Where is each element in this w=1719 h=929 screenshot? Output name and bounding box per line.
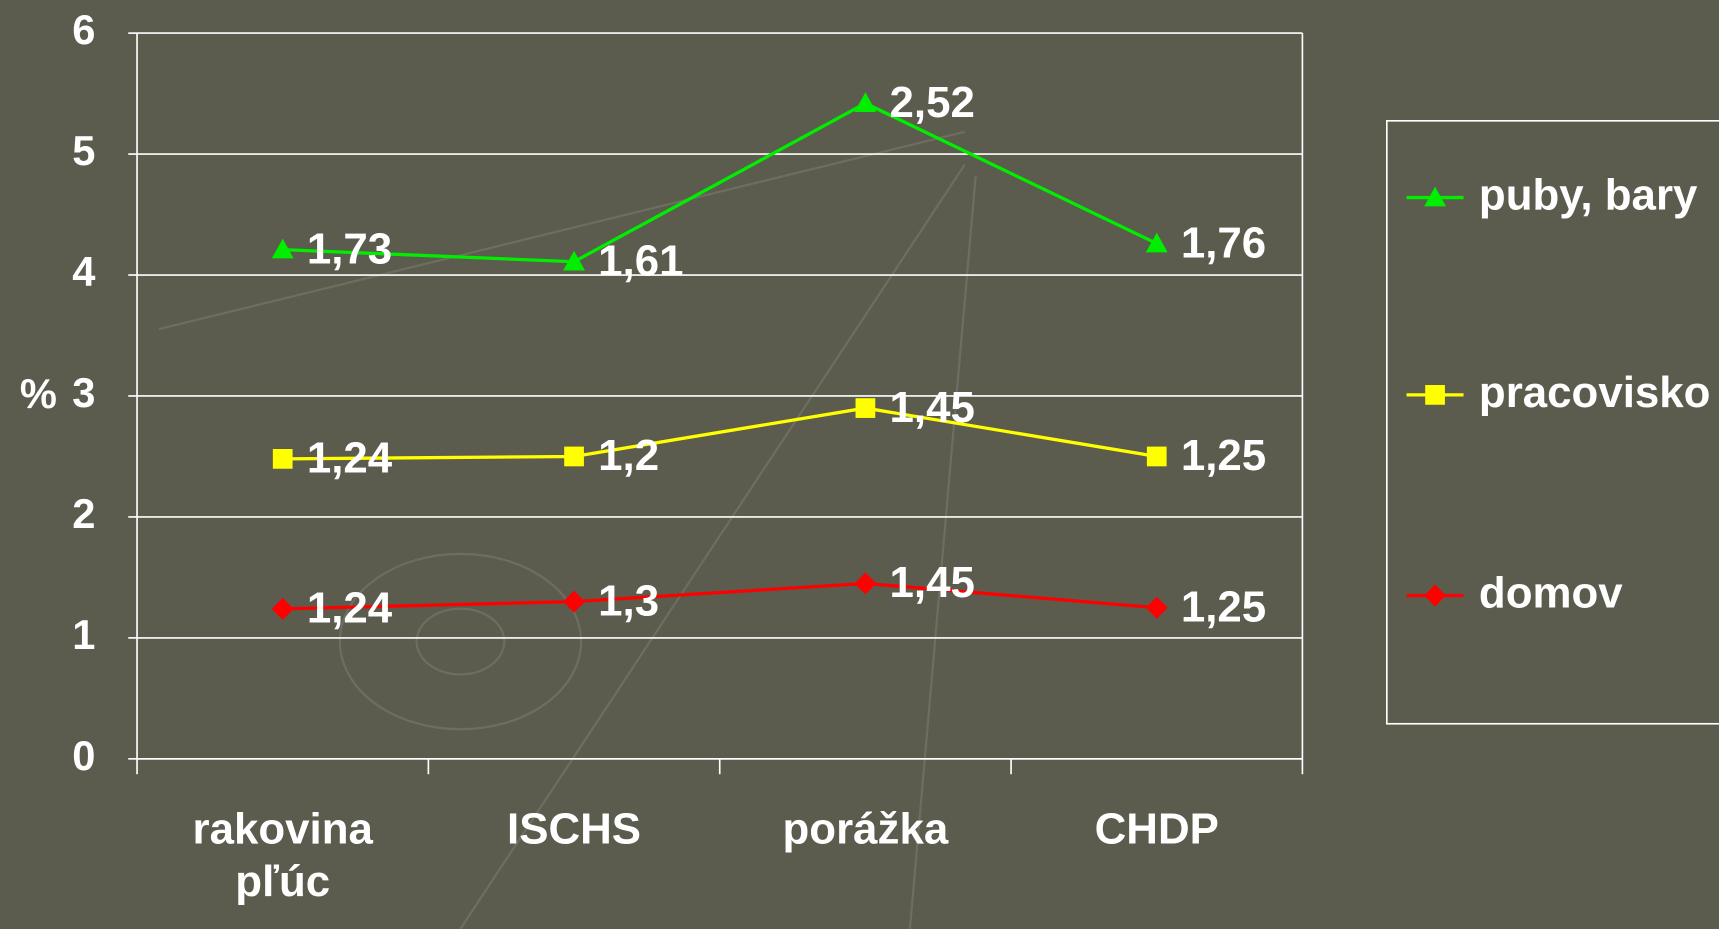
- marker: [1424, 186, 1447, 207]
- data-label: 1,25: [1181, 582, 1266, 631]
- y-tick-label: 6: [72, 6, 95, 53]
- line: [282, 406, 1158, 461]
- marker: [1145, 232, 1168, 253]
- legend-label-box: pracovisko: [1478, 368, 1711, 417]
- data-label: 1,24: [307, 434, 393, 483]
- data-label: 1,61: [598, 236, 683, 285]
- x-tick-label-box: CHDP: [1094, 804, 1219, 854]
- x-tick-label-box: rakovina pľúc: [192, 804, 373, 906]
- data-label: 1,24: [307, 584, 393, 633]
- data-label: 2,52: [890, 78, 975, 127]
- marker: [855, 398, 876, 418]
- marker: [1424, 584, 1447, 607]
- marker: [854, 572, 877, 595]
- x-tick-label: rakovina pľúc: [192, 804, 373, 906]
- marker: [1146, 446, 1167, 467]
- marker: [1425, 385, 1445, 405]
- y-tick-label: 2: [72, 490, 95, 537]
- y-tick-label: 0: [72, 732, 95, 779]
- data-label: 1,76: [1181, 218, 1266, 267]
- marker: [563, 250, 586, 271]
- y-tick-label: 3: [72, 369, 95, 416]
- series: 1,73 1,61 2,52 1,76: [271, 78, 1266, 285]
- x-tick-label: porážka: [782, 804, 949, 854]
- background-pattern: [158, 130, 977, 929]
- line: [282, 101, 1158, 264]
- marker: [854, 92, 877, 113]
- x-tick-label: ISCHS: [507, 804, 642, 854]
- series: 1,24 1,2 1,45 1,25: [272, 383, 1266, 483]
- series: 1,24 1,3 1,45 1,25: [271, 558, 1266, 633]
- marker: [271, 238, 294, 259]
- marker: [1145, 596, 1168, 619]
- line: [282, 581, 1157, 611]
- x-tick-label-box: ISCHS: [507, 804, 642, 854]
- data-label: 1,45: [890, 383, 975, 432]
- legend-label: domov: [1478, 569, 1623, 618]
- y-axis-label: %: [20, 370, 57, 417]
- data-label: 1,45: [890, 558, 975, 607]
- y-tick-label: 5: [72, 127, 95, 174]
- data-label: 1,73: [307, 224, 392, 273]
- data-label: 1,2: [598, 431, 659, 480]
- legend-box: [1385, 119, 1719, 725]
- marker: [272, 449, 293, 469]
- data-label: 1,3: [598, 576, 659, 625]
- y-tick-label: 4: [72, 248, 95, 295]
- marker: [564, 446, 584, 467]
- legend-label-box: domov: [1478, 569, 1623, 618]
- legend-label: puby, bary: [1478, 171, 1698, 220]
- legend-label-box: puby, bary: [1478, 171, 1698, 220]
- marker: [271, 597, 294, 620]
- data-label: 1,25: [1181, 431, 1266, 480]
- x-tick-label-box: porážka: [782, 804, 949, 854]
- legend-label: pracovisko: [1478, 368, 1711, 417]
- x-tick-label: CHDP: [1094, 804, 1219, 854]
- y-tick-label: 1: [72, 611, 95, 658]
- marker: [563, 590, 586, 613]
